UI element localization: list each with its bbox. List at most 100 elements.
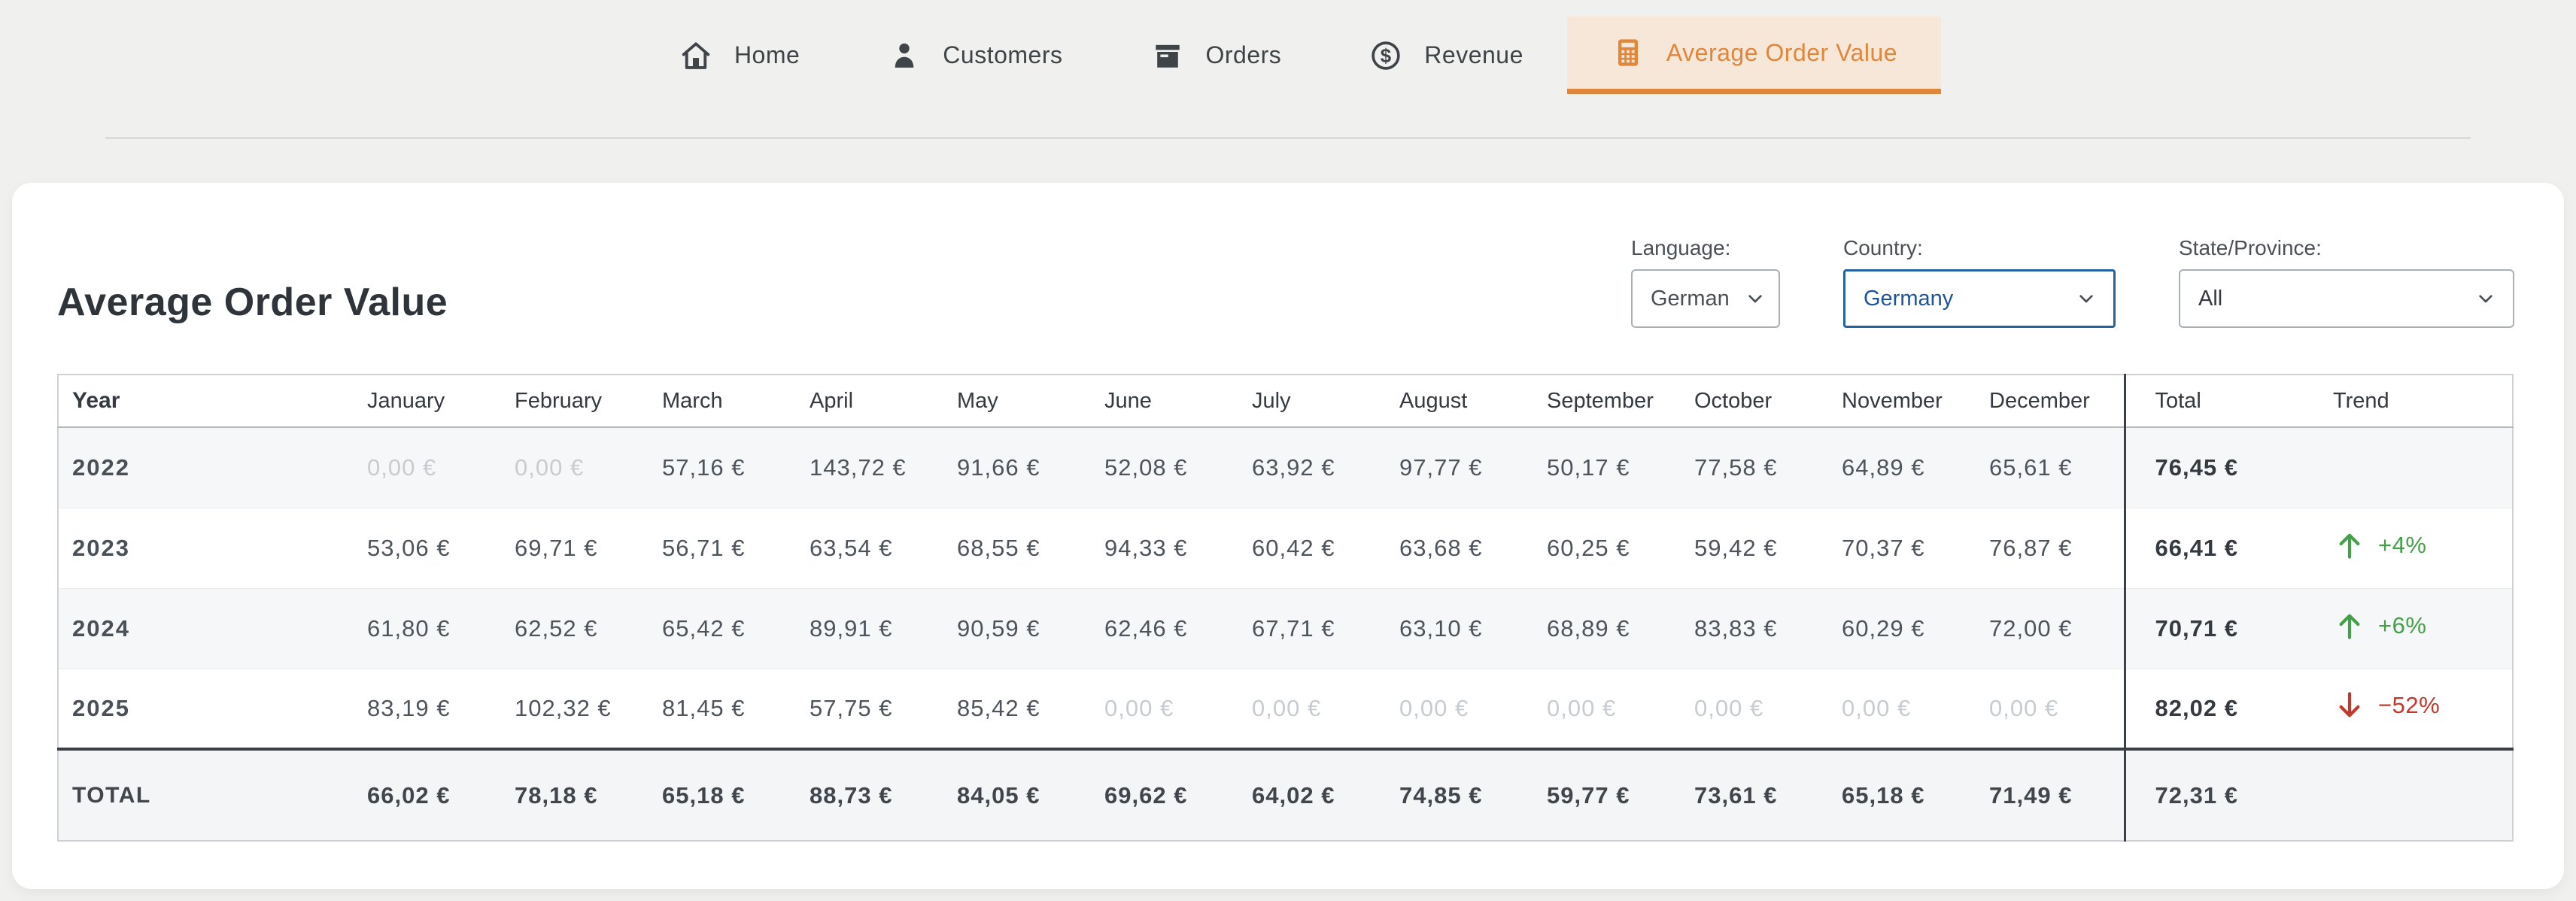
country-select[interactable]: Germany — [1843, 269, 2116, 328]
nav-item-customers[interactable]: Customers — [843, 17, 1106, 94]
month-value-cell: 63,54 € — [810, 508, 957, 588]
col-header-july: July — [1252, 375, 1399, 427]
page-title: Average Order Value — [57, 280, 448, 325]
month-value-cell: 53,06 € — [367, 508, 515, 588]
nav-separator-line — [105, 137, 2471, 139]
footer-month-cell: 71,49 € — [1989, 749, 2125, 841]
month-value-cell: 64,89 € — [1842, 427, 1989, 508]
month-value-cell: 56,71 € — [662, 508, 810, 588]
language-select[interactable]: German — [1631, 269, 1780, 328]
footer-month-cell: 66,02 € — [367, 749, 515, 841]
trend-cell: −52% — [2319, 669, 2513, 749]
nav-item-label: Home — [734, 41, 800, 69]
month-value-cell: 97,77 € — [1399, 427, 1547, 508]
chevron-down-icon — [1743, 287, 1767, 311]
month-value-cell: 62,52 € — [515, 588, 662, 669]
trend-cell: +6% — [2319, 588, 2513, 669]
trend-cell: +4% — [2319, 508, 2513, 588]
nav-item-revenue[interactable]: $ Revenue — [1325, 17, 1567, 94]
month-value-cell: 57,16 € — [662, 427, 810, 508]
nav-item-orders[interactable]: Orders — [1107, 17, 1326, 94]
col-header-february: February — [515, 375, 662, 427]
col-header-year: Year — [58, 375, 367, 427]
home-icon — [679, 38, 713, 73]
language-select-value: German — [1651, 287, 1730, 311]
nav-item-label: Revenue — [1424, 41, 1523, 69]
month-value-cell: 57,75 € — [810, 669, 957, 749]
month-value-cell: 52,08 € — [1104, 427, 1252, 508]
col-header-september: September — [1547, 375, 1694, 427]
month-value-cell: 0,00 € — [1399, 669, 1547, 749]
month-value-cell: 81,45 € — [662, 669, 810, 749]
col-header-may: May — [957, 375, 1104, 427]
month-value-cell: 68,89 € — [1547, 588, 1694, 669]
month-value-cell: 83,19 € — [367, 669, 515, 749]
customers-icon — [887, 38, 922, 73]
month-value-cell: 143,72 € — [810, 427, 957, 508]
month-value-cell: 0,00 € — [1547, 669, 1694, 749]
month-value-cell: 0,00 € — [367, 427, 515, 508]
col-header-august: August — [1399, 375, 1547, 427]
state-select-value: All — [2198, 287, 2222, 311]
orders-icon — [1150, 38, 1185, 73]
language-filter-label: Language: — [1631, 236, 1780, 260]
month-value-cell: 67,71 € — [1252, 588, 1399, 669]
state-filter-label: State/Province: — [2179, 236, 2514, 260]
chevron-down-icon — [2074, 287, 2098, 311]
col-header-january: January — [367, 375, 515, 427]
month-value-cell: 76,87 € — [1989, 508, 2125, 588]
country-filter-group: Country: Germany — [1843, 236, 2116, 328]
year-cell: 2025 — [58, 669, 367, 749]
month-value-cell: 60,42 € — [1252, 508, 1399, 588]
country-filter-label: Country: — [1843, 236, 2116, 260]
month-value-cell: 94,33 € — [1104, 508, 1252, 588]
table-body: 20220,00 €0,00 €57,16 €143,72 €91,66 €52… — [58, 427, 2513, 841]
total-value-cell: 70,71 € — [2125, 588, 2319, 669]
total-value-cell: 76,45 € — [2125, 427, 2319, 508]
footer-month-cell: 65,18 € — [662, 749, 810, 841]
month-value-cell: 89,91 € — [810, 588, 957, 669]
month-value-cell: 50,17 € — [1547, 427, 1694, 508]
month-value-cell: 63,68 € — [1399, 508, 1547, 588]
footer-total-cell: 72,31 € — [2125, 749, 2319, 841]
language-filter-group: Language: German — [1631, 236, 1780, 328]
month-value-cell: 0,00 € — [515, 427, 662, 508]
col-header-april: April — [810, 375, 957, 427]
month-value-cell: 65,61 € — [1989, 427, 2125, 508]
nav-item-average-order-value[interactable]: Average Order Value — [1567, 17, 1941, 94]
nav-item-home[interactable]: Home — [635, 17, 843, 94]
trend-down-indicator: −52% — [2333, 689, 2440, 722]
table-row-2022: 20220,00 €0,00 €57,16 €143,72 €91,66 €52… — [58, 427, 2513, 508]
state-filter-group: State/Province: All — [2179, 236, 2514, 328]
nav-item-label: Customers — [943, 41, 1062, 69]
col-header-october: October — [1694, 375, 1842, 427]
arrow-up-icon — [2333, 609, 2366, 642]
state-select[interactable]: All — [2179, 269, 2514, 328]
footer-label-cell: TOTAL — [58, 749, 367, 841]
table-row-2025: 202583,19 €102,32 €81,45 €57,75 €85,42 €… — [58, 669, 2513, 749]
svg-text:$: $ — [1381, 45, 1392, 66]
footer-month-cell: 84,05 € — [957, 749, 1104, 841]
arrow-up-icon — [2333, 529, 2366, 562]
trend-value: +4% — [2378, 532, 2426, 559]
month-value-cell: 90,59 € — [957, 588, 1104, 669]
footer-month-cell: 73,61 € — [1694, 749, 1842, 841]
arrow-down-icon — [2333, 689, 2366, 722]
footer-month-cell: 78,18 € — [515, 749, 662, 841]
total-value-cell: 82,02 € — [2125, 669, 2319, 749]
total-value-cell: 66,41 € — [2125, 508, 2319, 588]
footer-month-cell: 69,62 € — [1104, 749, 1252, 841]
top-navigation: Home Customers Orders $ Revenue Average … — [0, 0, 2576, 94]
table-footer-row: TOTAL66,02 €78,18 €65,18 €88,73 €84,05 €… — [58, 749, 2513, 841]
aov-table: YearJanuaryFebruaryMarchAprilMayJuneJuly… — [57, 374, 2514, 842]
year-cell: 2024 — [58, 588, 367, 669]
nav-item-label: Average Order Value — [1666, 39, 1897, 67]
table-header-row: YearJanuaryFebruaryMarchAprilMayJuneJuly… — [58, 375, 2513, 427]
table-row-2023: 202353,06 €69,71 €56,71 €63,54 €68,55 €9… — [58, 508, 2513, 588]
month-value-cell: 83,83 € — [1694, 588, 1842, 669]
col-header-march: March — [662, 375, 810, 427]
month-value-cell: 0,00 € — [1989, 669, 2125, 749]
month-value-cell: 68,55 € — [957, 508, 1104, 588]
footer-month-cell: 74,85 € — [1399, 749, 1547, 841]
footer-month-cell: 88,73 € — [810, 749, 957, 841]
